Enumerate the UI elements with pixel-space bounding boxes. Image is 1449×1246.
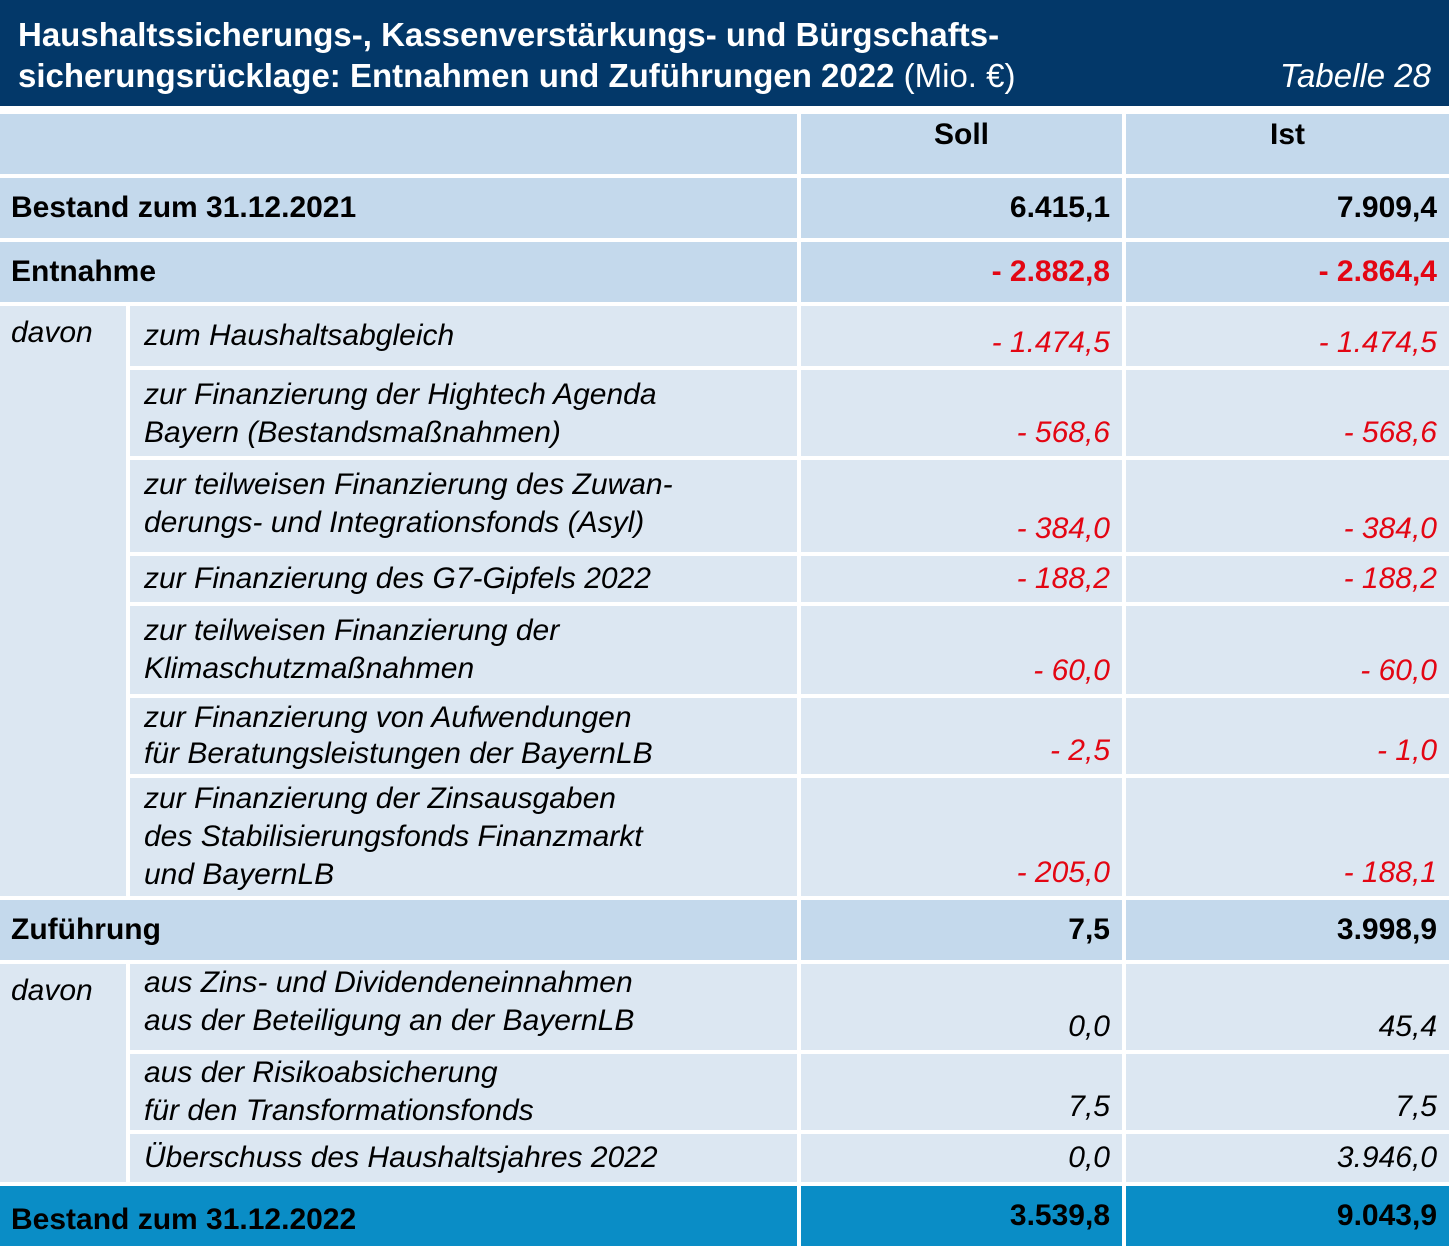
zufuehrung-item-label: aus Zins- und Dividendeneinnahmen aus der… [130, 964, 797, 1050]
zufuehrung-ist: 3.998,9 [1126, 900, 1449, 960]
entnahme-item-label: zur Finanzierung des G7-Gipfels 2022 [130, 556, 797, 602]
entnahme-item-soll: - 2,5 [801, 698, 1122, 774]
entnahme-item-ist: - 188,2 [1126, 556, 1449, 602]
bestand-2021-soll: 6.415,1 [801, 178, 1122, 238]
header-ist: Ist [1126, 114, 1449, 174]
header-soll: Soll [801, 114, 1122, 174]
row-label-zufuehrung: Zuführung [0, 900, 797, 960]
entnahme-item-ist: - 1,0 [1126, 698, 1449, 774]
entnahme-item-soll: - 60,0 [801, 606, 1122, 694]
zufuehrung-item-label: aus der Risikoabsicherung für den Transfo… [130, 1054, 797, 1130]
entnahme-item-label: zum Haushaltsabgleich [130, 306, 797, 366]
zufuehrung-item-label: Überschuss des Haushaltsjahres 2022 [130, 1134, 797, 1182]
entnahme-item-label: zur Finanzierung der Hightech Agenda Baye… [130, 370, 797, 456]
entnahme-item-ist: - 568,6 [1126, 370, 1449, 456]
entnahme-item-soll: - 568,6 [801, 370, 1122, 456]
entnahme-item-soll: - 384,0 [801, 460, 1122, 552]
entnahme-item-label: zur teilweisen Finanzierung des Zuwan-de… [130, 460, 797, 552]
row-label-bestand-2021: Bestand zum 31.12.2021 [0, 178, 797, 238]
bestand-2021-ist: 7.909,4 [1126, 178, 1449, 238]
entnahme-item-label: zur Finanzierung der Zinsausgaben des Sta… [130, 778, 797, 896]
entnahme-item-label: zur Finanzierung von Aufwendungen für Ber… [130, 698, 797, 774]
table-title: Haushaltssicherungs-, Kassenverstärkungs… [18, 16, 1016, 94]
entnahme-item-ist: - 384,0 [1126, 460, 1449, 552]
zufuehrung-davon-label: davon [0, 964, 126, 1182]
entnahme-item-ist: - 188,1 [1126, 778, 1449, 896]
zufuehrung-item-ist: 45,4 [1126, 964, 1449, 1050]
zufuehrung-item-soll: 7,5 [801, 1054, 1122, 1130]
entnahme-item-label: zur teilweisen Finanzierung der Klimaschu… [130, 606, 797, 694]
zufuehrung-item-ist: 3.946,0 [1126, 1134, 1449, 1182]
entnahme-davon-label: davon [0, 306, 126, 896]
zufuehrung-item-soll: 0,0 [801, 964, 1122, 1050]
table-number: Tabelle 28 [1279, 57, 1431, 94]
row-label-bestand-2022: Bestand zum 31.12.2022 [0, 1186, 797, 1246]
zufuehrung-item-soll: 0,0 [801, 1134, 1122, 1182]
entnahme-item-ist: - 60,0 [1126, 606, 1449, 694]
title-unit: (Mio. €) [903, 57, 1016, 94]
bestand-2022-ist: 9.043,9 [1126, 1186, 1449, 1246]
entnahme-soll: - 2.882,8 [801, 242, 1122, 302]
header-empty-cell [0, 114, 797, 174]
entnahme-item-soll: - 205,0 [801, 778, 1122, 896]
row-label-entnahme: Entnahme [0, 242, 797, 302]
entnahme-item-ist: - 1.474,5 [1126, 306, 1449, 366]
entnahme-item-soll: - 188,2 [801, 556, 1122, 602]
entnahme-ist: - 2.864,4 [1126, 242, 1449, 302]
table-title-bar: Haushaltssicherungs-, Kassenverstärkungs… [0, 0, 1449, 106]
bestand-2022-soll: 3.539,8 [801, 1186, 1122, 1246]
entnahme-item-soll: - 1.474,5 [801, 306, 1122, 366]
zufuehrung-item-ist: 7,5 [1126, 1054, 1449, 1130]
zufuehrung-soll: 7,5 [801, 900, 1122, 960]
